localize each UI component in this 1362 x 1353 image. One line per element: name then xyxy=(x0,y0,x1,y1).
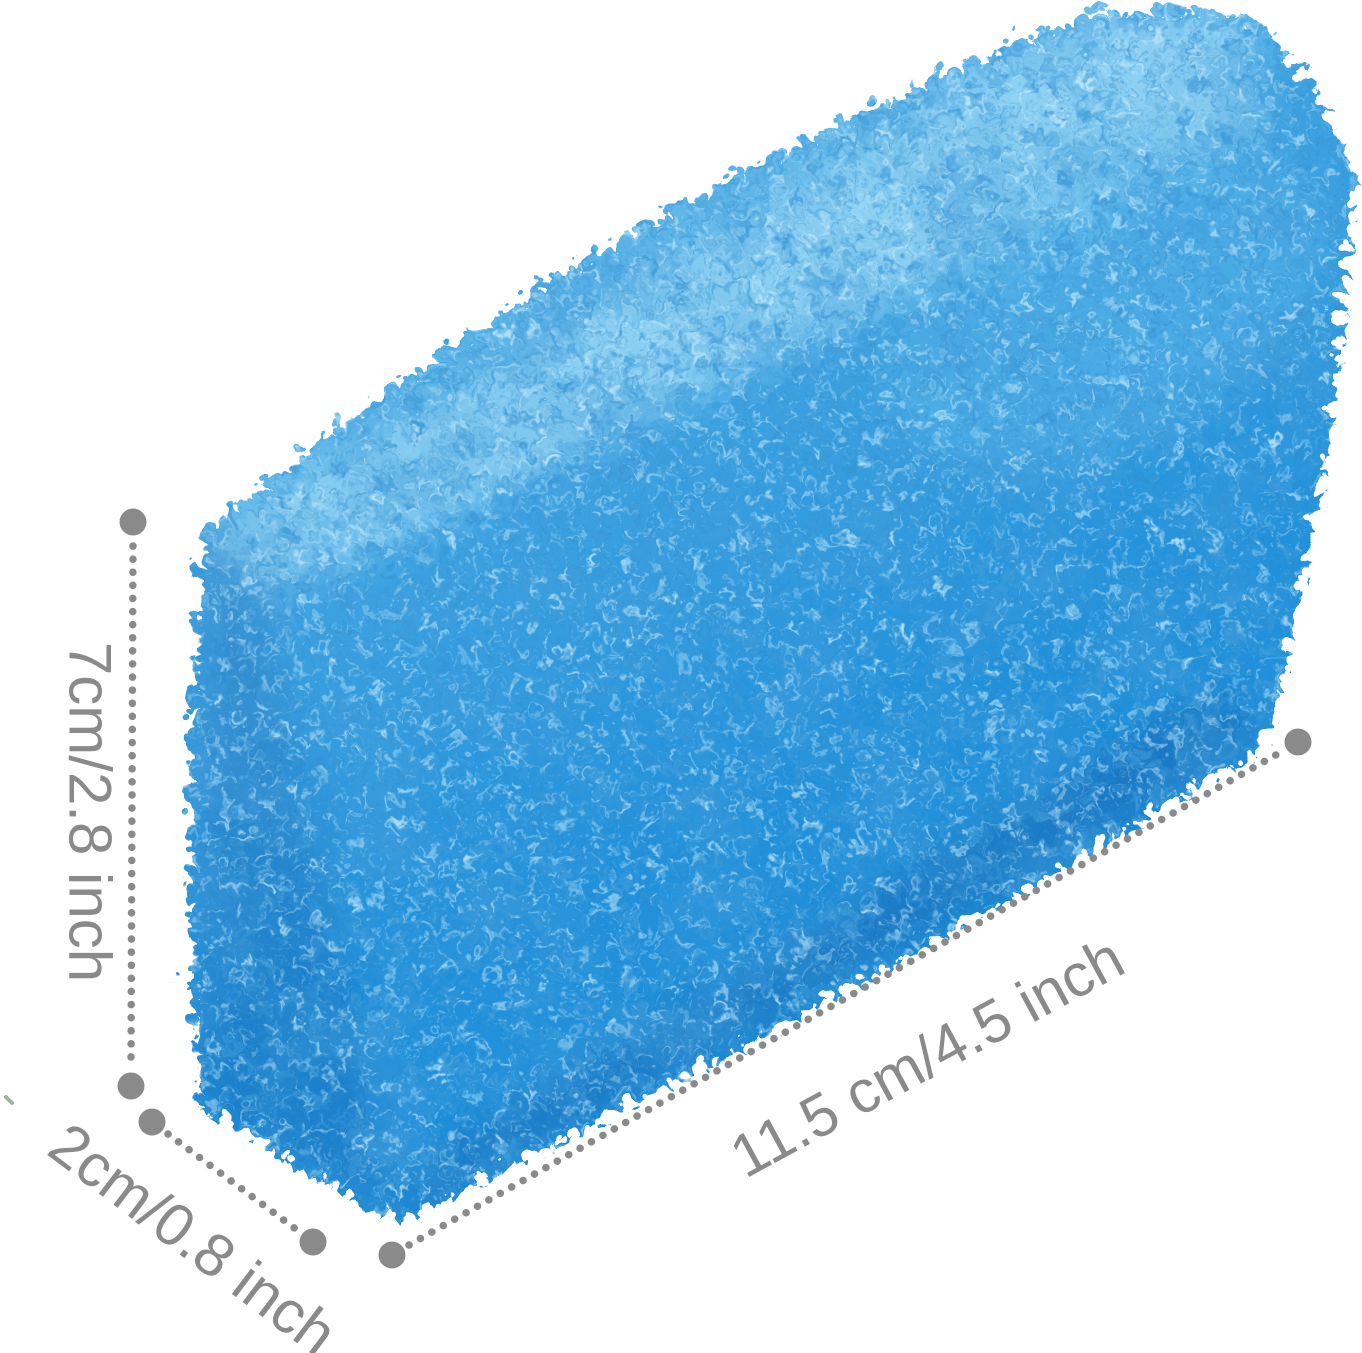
length-dotted-line xyxy=(405,748,1285,1249)
height-endpoint-dot-top xyxy=(119,508,147,536)
height-dotted-line xyxy=(127,542,137,1067)
sponge-block xyxy=(181,2,1347,1215)
green-speck xyxy=(4,1095,14,1105)
height-dimension-label: 7cm/2.8 inch xyxy=(57,642,124,982)
height-endpoint-dot-bottom xyxy=(117,1072,145,1100)
length-endpoint-dot-left xyxy=(378,1241,406,1269)
depth-endpoint-dot-right xyxy=(299,1228,327,1256)
sponge-texture-glints xyxy=(181,2,1347,1215)
depth-dotted-line xyxy=(164,1130,301,1234)
length-endpoint-dot-right xyxy=(1284,728,1312,756)
depth-endpoint-dot-left xyxy=(138,1108,166,1136)
height-dimension: 7cm/2.8 inch xyxy=(57,508,147,1100)
